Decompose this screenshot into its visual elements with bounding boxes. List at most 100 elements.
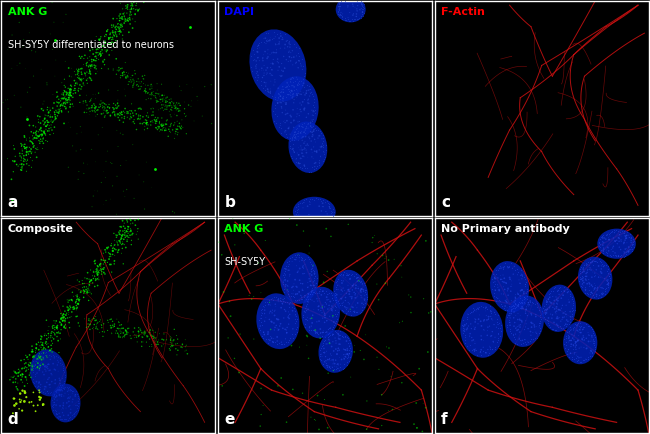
Point bbox=[76, 69, 86, 76]
Point bbox=[132, 339, 142, 345]
Point bbox=[46, 334, 56, 341]
Point bbox=[278, 36, 288, 43]
Point bbox=[519, 326, 530, 333]
Point bbox=[46, 370, 57, 377]
Point bbox=[135, 105, 145, 112]
Point bbox=[36, 360, 46, 367]
Point bbox=[111, 37, 121, 44]
Point bbox=[281, 329, 292, 336]
Point bbox=[118, 70, 128, 77]
Point bbox=[588, 338, 599, 345]
Point bbox=[575, 329, 586, 336]
Point bbox=[265, 299, 275, 306]
Point bbox=[356, 0, 366, 7]
Point bbox=[13, 370, 23, 377]
Point bbox=[94, 273, 104, 280]
Point bbox=[174, 107, 185, 114]
Point bbox=[21, 359, 31, 366]
Point bbox=[315, 198, 326, 205]
Point bbox=[185, 23, 195, 30]
Point bbox=[113, 114, 124, 121]
Point bbox=[125, 110, 136, 117]
Point bbox=[526, 332, 536, 339]
Point bbox=[318, 288, 328, 295]
Point bbox=[63, 92, 73, 99]
Point bbox=[29, 72, 39, 79]
Point bbox=[337, 10, 348, 17]
Point bbox=[123, 224, 133, 230]
Point bbox=[512, 266, 522, 273]
Point bbox=[73, 392, 83, 399]
Point bbox=[333, 9, 343, 16]
Point bbox=[519, 283, 530, 290]
Point bbox=[36, 66, 46, 72]
Point bbox=[85, 97, 96, 104]
Point bbox=[76, 85, 86, 92]
Point bbox=[580, 284, 590, 291]
Point bbox=[100, 108, 110, 115]
Point bbox=[40, 137, 51, 144]
Point bbox=[43, 390, 53, 397]
Point bbox=[157, 122, 168, 129]
Point bbox=[318, 329, 328, 336]
Point bbox=[142, 125, 153, 132]
Point bbox=[281, 266, 291, 273]
Point bbox=[566, 343, 576, 350]
Point bbox=[309, 220, 319, 227]
Point bbox=[309, 136, 320, 143]
Point bbox=[256, 309, 266, 316]
Point bbox=[56, 322, 66, 329]
Point bbox=[507, 306, 517, 313]
Point bbox=[276, 339, 287, 345]
Point bbox=[506, 306, 517, 313]
Point bbox=[176, 344, 187, 351]
Point bbox=[283, 283, 294, 290]
Point bbox=[159, 124, 169, 131]
Point bbox=[280, 45, 290, 52]
Point bbox=[282, 134, 293, 141]
Point bbox=[299, 96, 309, 103]
Point bbox=[307, 319, 317, 326]
Point bbox=[309, 277, 320, 284]
Point bbox=[284, 258, 294, 265]
Point bbox=[307, 129, 317, 136]
Point bbox=[280, 308, 291, 315]
Point bbox=[320, 357, 331, 364]
Point bbox=[481, 312, 491, 319]
Point bbox=[148, 333, 158, 340]
Point bbox=[626, 246, 636, 253]
Point bbox=[160, 121, 170, 128]
Point bbox=[189, 118, 200, 125]
Point bbox=[282, 283, 293, 289]
Point bbox=[65, 386, 75, 393]
Point bbox=[380, 255, 390, 262]
Point bbox=[510, 331, 521, 338]
Point bbox=[53, 368, 63, 375]
Point bbox=[14, 161, 25, 168]
Point bbox=[316, 130, 326, 137]
Point bbox=[306, 315, 316, 322]
Point bbox=[286, 76, 296, 82]
Point bbox=[324, 337, 334, 344]
Point bbox=[148, 339, 159, 345]
Point bbox=[487, 345, 497, 352]
Ellipse shape bbox=[302, 287, 340, 339]
Point bbox=[515, 287, 526, 294]
Point bbox=[324, 203, 334, 210]
Point bbox=[35, 364, 46, 371]
Point bbox=[268, 319, 279, 326]
Point bbox=[290, 276, 300, 283]
Point bbox=[289, 117, 299, 124]
Point bbox=[117, 69, 127, 76]
Point bbox=[58, 87, 69, 94]
Point bbox=[305, 119, 315, 126]
Point bbox=[309, 327, 319, 334]
Point bbox=[133, 76, 144, 82]
Point bbox=[356, 3, 367, 10]
Point bbox=[303, 97, 313, 104]
Point bbox=[34, 132, 45, 139]
Point bbox=[51, 56, 61, 63]
Point bbox=[154, 123, 164, 130]
Point bbox=[602, 231, 612, 238]
Point bbox=[468, 309, 478, 316]
